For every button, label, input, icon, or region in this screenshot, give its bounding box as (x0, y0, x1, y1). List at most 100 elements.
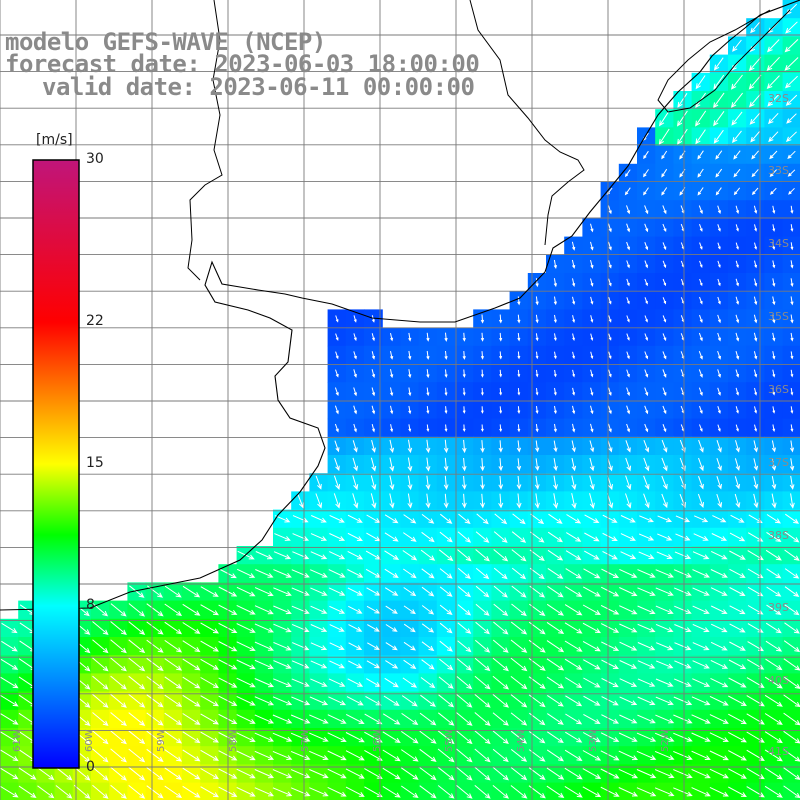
wind-arrow (692, 660, 710, 669)
wind-arrow (659, 110, 670, 127)
wind-arrow (385, 660, 399, 669)
wind-arrow (535, 296, 539, 306)
wind-arrow (699, 314, 703, 323)
wind-arrow (583, 568, 601, 579)
wind-arrow (403, 514, 417, 524)
wind-arrow (699, 278, 703, 287)
wind-arrow (329, 660, 345, 669)
wind-arrow (164, 585, 182, 598)
wind-arrow (619, 696, 638, 706)
longitude-label: 54W (516, 729, 527, 752)
wind-arrow (353, 315, 357, 323)
wind-arrow (236, 623, 256, 633)
wind-arrow (553, 333, 557, 342)
wind-arrow (717, 369, 721, 378)
wind-arrow (600, 768, 620, 779)
wind-arrow (493, 621, 509, 635)
wind-arrow (345, 750, 365, 761)
wind-arrow (572, 278, 576, 287)
wind-arrow (710, 550, 728, 560)
wind-arrow (385, 642, 398, 651)
wind-arrow (673, 732, 693, 742)
wind-arrow (590, 259, 594, 269)
wind-arrow (273, 551, 292, 560)
wind-arrow (353, 423, 357, 433)
wind-arrow (590, 296, 594, 305)
wind-arrow (710, 587, 728, 596)
wind-arrow (462, 424, 466, 433)
wind-arrow (367, 642, 380, 650)
wind-arrow (674, 678, 692, 687)
wind-arrow (534, 493, 540, 509)
wind-arrow (492, 694, 509, 708)
wind-arrow (290, 787, 311, 797)
wind-arrow (698, 457, 704, 472)
wind-arrow (692, 551, 710, 560)
wind-arrow (765, 549, 782, 561)
wind-arrow (492, 730, 509, 745)
wind-arrow (510, 676, 528, 690)
wind-arrow (408, 369, 412, 379)
wind-arrow (218, 659, 238, 670)
wind-arrow (347, 587, 363, 596)
colorbar-tick-label: 30 (86, 151, 104, 167)
wind-arrow (254, 587, 274, 597)
wind-arrow (408, 350, 412, 360)
wind-arrow (345, 713, 365, 724)
wind-arrow (444, 424, 448, 433)
wind-arrow (713, 57, 724, 71)
wind-arrow (511, 585, 527, 598)
wind-arrow (480, 475, 485, 490)
wind-arrow (674, 624, 692, 633)
wind-arrow (457, 531, 472, 543)
wind-arrow (786, 113, 797, 124)
wind-arrow (310, 533, 328, 541)
wind-arrow (626, 241, 630, 251)
wind-arrow (348, 624, 363, 632)
wind-arrow (352, 493, 359, 509)
wind-arrow (764, 767, 783, 780)
wind-arrow (771, 440, 776, 453)
wind-arrow (772, 314, 776, 324)
wind-arrow (643, 169, 649, 178)
wind-arrow (401, 695, 418, 707)
wind-arrow (366, 660, 381, 669)
wind-arrow (697, 168, 704, 178)
wind-arrow (753, 458, 759, 471)
wind-arrow (733, 150, 741, 160)
wind-arrow (733, 187, 741, 196)
wind-arrow (673, 714, 693, 724)
wind-arrow (200, 640, 219, 652)
wind-arrow (458, 513, 471, 525)
wind-arrow (403, 605, 416, 615)
wind-arrow (661, 439, 668, 453)
wind-arrow (572, 369, 575, 378)
wind-arrow (218, 622, 238, 634)
country-border (469, 0, 585, 246)
wind-arrow (492, 712, 509, 726)
wind-arrow (1, 622, 18, 634)
wind-arrow (146, 730, 164, 744)
wind-arrow (619, 568, 638, 578)
wind-arrow (498, 314, 503, 324)
latitude-label: 37S (768, 456, 789, 469)
wind-arrow (444, 332, 448, 342)
wind-arrow (456, 730, 473, 745)
wind-arrow (402, 677, 418, 688)
wind-arrow (717, 387, 721, 396)
wind-arrow (637, 714, 656, 724)
wind-arrow (643, 187, 649, 196)
wind-arrow (564, 622, 583, 634)
wind-arrow (390, 350, 394, 360)
wind-arrow (547, 731, 564, 744)
wind-arrow (618, 787, 639, 797)
wind-arrow (644, 278, 648, 287)
wind-arrow (601, 714, 620, 724)
wind-arrow (655, 678, 674, 687)
wind-arrow (182, 713, 201, 725)
wind-arrow (164, 694, 183, 708)
wind-arrow (753, 278, 758, 287)
wind-arrow (443, 475, 449, 490)
wind-arrow (636, 787, 657, 797)
